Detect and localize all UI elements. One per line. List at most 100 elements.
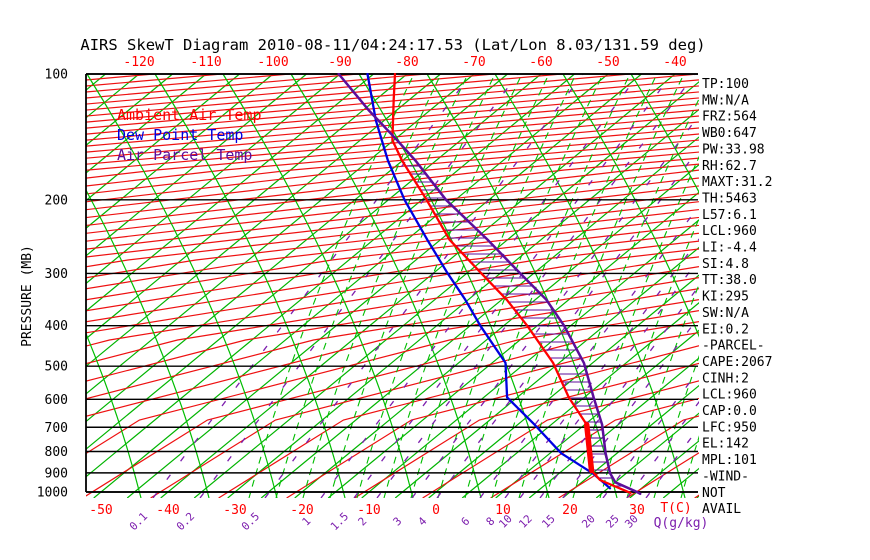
moist-adiabat-dashed-line (383, 73, 550, 498)
mixing-ratio-line (152, 73, 472, 498)
top-axis-label: -70 (462, 55, 485, 70)
stats-line: NOT (702, 486, 726, 501)
pressure-axis-tick-label: 200 (45, 193, 68, 208)
stats-line: TT:38.0 (702, 273, 757, 288)
mixing-ratio-line (645, 426, 699, 498)
moist-adiabat-dashed-line (545, 97, 699, 498)
moist-adiabat-dashed-line (518, 73, 685, 498)
dry-adiabat-line (86, 121, 699, 179)
dry-adiabat-line (86, 248, 699, 347)
legend-item-1: Dew Point Temp (117, 126, 243, 144)
dry-adiabat-line (0, 74, 86, 498)
moist-adiabat-dashed-line (302, 73, 469, 498)
stats-line: CINH:2 (702, 371, 749, 386)
bottom-axis-label: 0 (432, 503, 440, 518)
stats-line: L57:6.1 (702, 208, 757, 223)
isotherm-line (86, 73, 240, 202)
moist-adiabat-dashed-line (789, 74, 870, 498)
moist-adiabat-line (86, 73, 278, 498)
bottom-axis-label: -40 (156, 503, 179, 518)
pressure-axis-tick-label: 600 (45, 393, 68, 408)
stats-line: SI:4.8 (702, 257, 749, 272)
mixing-ratio-label: 4 (416, 514, 430, 528)
isotherm-line (662, 467, 699, 498)
isotherm-line (86, 73, 307, 257)
stats-line: PW:33.98 (702, 142, 765, 157)
moist-adiabat-dashed-line (275, 73, 442, 498)
dry-adiabat-line (86, 139, 699, 203)
stats-line: -PARCEL- (702, 339, 765, 354)
top-axis-label: -120 (123, 55, 154, 70)
legend-item-0: Ambient Air Temp (117, 106, 262, 124)
dry-adiabat-line (86, 266, 699, 382)
mixing-ratio-label: 20 (579, 512, 598, 531)
dry-adiabat-line (86, 277, 699, 400)
isotherm-line (86, 73, 408, 340)
dry-adiabat-line (422, 380, 699, 498)
moist-adiabat-dashed-line (464, 73, 631, 498)
dry-adiabat-line (286, 345, 699, 498)
top-axis-label: -50 (596, 55, 619, 70)
stats-line: FRZ:564 (702, 110, 757, 125)
dry-adiabat-line (86, 256, 699, 365)
mixing-ratio-label: 3 (391, 515, 405, 529)
dry-adiabat-line (86, 109, 699, 165)
top-axis-label: -40 (663, 55, 686, 70)
moist-adiabat-dashed-line (437, 73, 604, 498)
dry-adiabat-line (490, 397, 699, 498)
moist-adiabat-line (562, 73, 699, 338)
stats-line: LFC:950 (702, 420, 757, 435)
dry-adiabat-line (558, 415, 699, 498)
bottom-axis-label: -30 (223, 503, 246, 518)
stats-line: SW:N/A (702, 306, 749, 321)
moist-adiabat-dashed-line (816, 74, 870, 498)
isotherm-line (86, 73, 475, 395)
bottom-axis-label: -50 (89, 503, 112, 518)
mixing-ratio-line (320, 73, 640, 498)
dry-adiabat-line (86, 151, 699, 219)
dry-adiabat-line (86, 103, 699, 159)
moist-adiabat-line (494, 73, 686, 498)
stats-line: TP:100 (702, 77, 749, 92)
dry-adiabat-line (86, 224, 699, 312)
stats-line: MPL:101 (702, 453, 757, 468)
stats-line: KI:295 (702, 290, 749, 305)
stats-line: AVAIL (702, 502, 741, 517)
pressure-axis-tick-label: 500 (45, 360, 68, 375)
isotherm-line (764, 74, 870, 498)
pressure-axis-tick-label: 400 (45, 319, 68, 334)
pressure-axis-tick-label: 100 (45, 68, 68, 83)
moist-adiabat-dashed-line (572, 155, 699, 498)
bottom-axis-label: 10 (495, 503, 511, 518)
dewpoint-curve (366, 73, 612, 490)
moist-adiabat-line (426, 73, 618, 498)
dry-adiabat-line (86, 115, 699, 171)
isotherm-line (86, 73, 274, 229)
top-axis-label: -60 (529, 55, 552, 70)
dry-adiabat-line (86, 299, 699, 455)
chart-axes (85, 73, 698, 493)
dry-adiabat-line (86, 240, 699, 334)
moist-adiabat-dashed-line (356, 73, 523, 498)
pressure-axis-tick-label: 1000 (37, 486, 68, 501)
isotherm-line (86, 73, 441, 368)
mixing-ratio-line (519, 258, 699, 498)
dry-adiabat-line (86, 232, 699, 323)
moist-adiabat-dashed-line (762, 74, 870, 498)
isotherm-line (86, 73, 508, 423)
stats-line: -WIND- (702, 469, 749, 484)
mixing-ratio-line (353, 73, 673, 498)
dry-adiabat-line (86, 73, 562, 117)
chart-title: AIRS SkewT Diagram 2010-08-11/04:24:17.5… (80, 36, 705, 54)
pressure-axis-label: PRESSURE (MB) (20, 245, 35, 347)
moist-adiabat-line (154, 73, 346, 498)
top-axis-label: -110 (190, 55, 221, 70)
legend-item-2: Air Parcel Temp (117, 146, 252, 164)
stats-line: LI:-4.4 (702, 241, 757, 256)
dry-adiabat-line (86, 310, 699, 497)
pressure-axis-tick-label: 800 (45, 445, 68, 460)
bottom-axis-label: 30 (629, 503, 645, 518)
stats-line: LCL:960 (702, 224, 757, 239)
isotherm-line (86, 73, 207, 174)
